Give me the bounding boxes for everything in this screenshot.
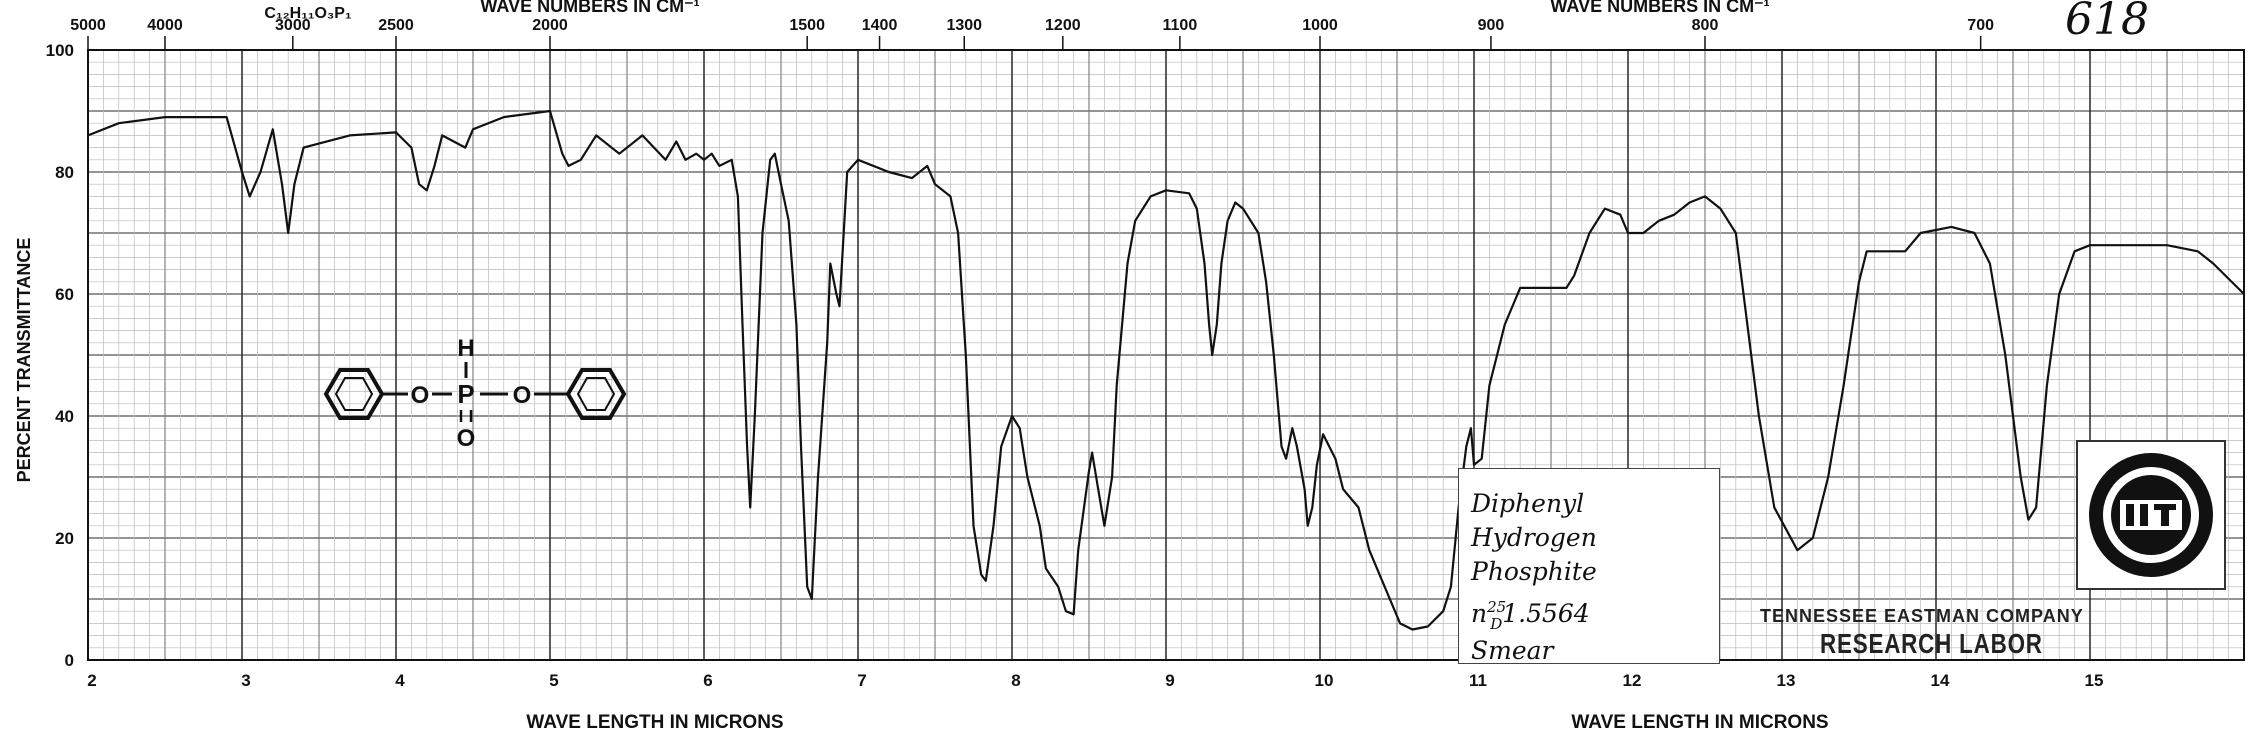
x-tick-label: 9	[1165, 671, 1174, 690]
top-tick-label: 1300	[946, 17, 982, 34]
transmittance-series	[87, 109, 2245, 631]
structure-atom-o-right: O	[513, 382, 532, 409]
top-tick-label: 3000	[275, 17, 311, 34]
y-tick-label: 20	[55, 529, 74, 548]
chart-grid	[87, 49, 2245, 661]
note-temp: 25	[1487, 598, 1507, 616]
top-tick-label: 4000	[147, 17, 183, 34]
y-tick-label: 0	[65, 651, 74, 670]
diphenyl-hydrogen-phosphite-structure: O H P O O	[323, 335, 627, 452]
company-stamp-line: TENNESSEE EASTMAN COMPANY	[1760, 606, 2084, 626]
phenyl-ring-right-icon	[565, 368, 627, 420]
spectrum-line	[87, 109, 2245, 631]
x-tick-label: 4	[395, 671, 405, 690]
x-tick-label: 7	[857, 671, 866, 690]
note-refractive-index: n25D1.5564	[1471, 597, 1707, 634]
y-tick-label: 100	[46, 41, 74, 60]
top-tick-label: 2000	[532, 17, 568, 34]
x-tick-label: 6	[703, 671, 712, 690]
y-tick-label: 60	[55, 285, 74, 304]
structure-atom-o-left: O	[411, 382, 430, 409]
sheet-number: 618	[2065, 0, 2149, 45]
top-tick-label: 1400	[862, 17, 898, 34]
top-tick-label: 800	[1692, 17, 1719, 34]
x-tick-label: 14	[1931, 671, 1950, 690]
note-sample-prep: Smear	[1471, 636, 1554, 665]
y-axis-label: PERCENT TRANSMITTANCE	[14, 238, 34, 483]
x-axis-label: WAVE LENGTH IN MICRONS	[526, 712, 783, 733]
x-tick-label: 2	[87, 671, 96, 690]
x-tick-label: 12	[1623, 671, 1642, 690]
y-tick-label: 80	[55, 163, 74, 182]
top-tick-label: 1100	[1163, 17, 1198, 34]
top-axis-label-right: WAVE NUMBERS IN CM⁻¹	[1550, 0, 1769, 16]
molecular-formula: C₁₂H₁₁O₃P₁	[264, 5, 352, 22]
plot-frame	[87, 49, 2245, 661]
note-index-value: 1.5564	[1502, 599, 1590, 628]
x-axis-label-right: WAVE LENGTH IN MICRONS	[1571, 712, 1828, 733]
x-tick-label: 15	[2085, 671, 2104, 690]
top-tick-label: 5000	[70, 17, 106, 34]
research-lab-stamp-line: RESEARCH LABOR	[1820, 628, 2043, 659]
note-compound-name: Diphenyl Hydrogen	[1471, 489, 1597, 552]
axis-labels: 0 20 40 60 80 100 2 3 4 5 6 7 8 9 10 11 12 13 14 15 5000 4000…	[46, 17, 2104, 690]
top-tick-label: 1500	[789, 17, 825, 34]
sample-note-card: Diphenyl Hydrogen Phosphite n25D1.5564 S…	[1458, 468, 1720, 665]
note-d-line: D	[1490, 615, 1503, 633]
x-tick-label: 10	[1315, 671, 1334, 690]
plot-border	[87, 49, 2245, 661]
seal-emblem-icon	[2089, 453, 2213, 577]
top-tick-label: 900	[1478, 17, 1505, 34]
x-tick-label: 3	[241, 671, 250, 690]
top-tick-label: 700	[1967, 17, 1994, 34]
structure-atom-p: P	[457, 379, 474, 409]
y-tick-label: 40	[55, 407, 74, 426]
x-tick-label: 8	[1011, 671, 1020, 690]
note-n: n	[1471, 599, 1488, 628]
top-tick-label: 2500	[378, 17, 414, 34]
tennessee-eastman-seal	[2076, 440, 2226, 590]
top-tick-label: 1200	[1045, 17, 1081, 34]
structure-atom-h: H	[457, 335, 474, 362]
x-tick-label: 5	[549, 671, 558, 690]
top-axis-label-left: WAVE NUMBERS IN CM⁻¹	[480, 0, 699, 16]
note-compound-name-2: Phosphite	[1471, 557, 1597, 586]
structure-atom-o-double: O	[457, 425, 476, 452]
top-tick-label: 1000	[1302, 17, 1338, 34]
x-tick-label: 13	[1777, 671, 1796, 690]
x-tick-label: 11	[1469, 671, 1487, 690]
